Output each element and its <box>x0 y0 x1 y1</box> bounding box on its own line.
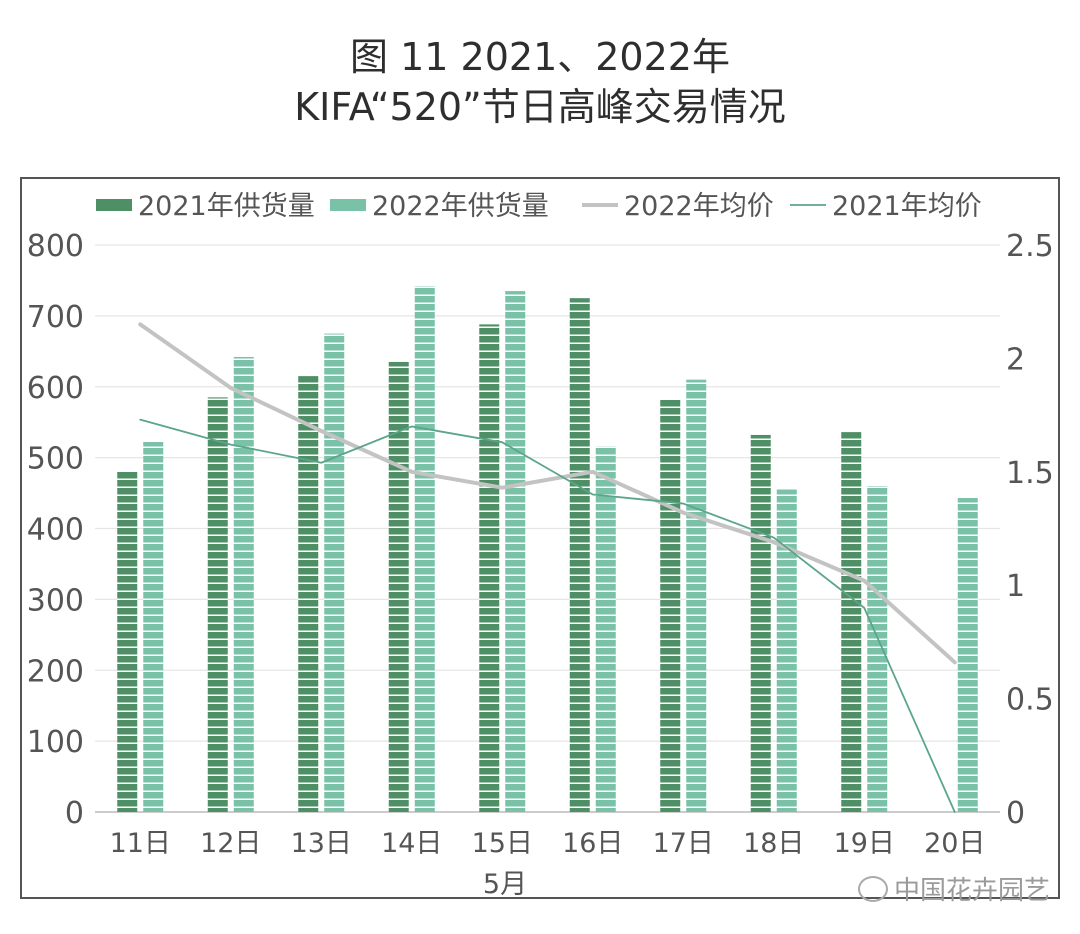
bar-2022 <box>957 498 978 812</box>
x-tick-label: 18日 <box>743 828 804 859</box>
bar-2022 <box>143 442 164 812</box>
series-line-2022 <box>138 322 957 665</box>
legend-swatch <box>96 199 132 211</box>
bar-2021 <box>298 376 319 812</box>
y-tick-left: 600 <box>27 371 84 406</box>
bar-2021 <box>660 399 681 812</box>
y-tick-right: 2 <box>1006 342 1025 377</box>
bar-2021 <box>388 361 409 812</box>
bar-2022 <box>324 333 345 812</box>
bar-2022 <box>686 379 707 812</box>
y-tick-left: 0 <box>65 796 84 831</box>
chart-title-line2: KIFA“520”节日高峰交易情况 <box>294 85 786 129</box>
x-tick-label: 17日 <box>653 828 714 859</box>
bar-2021 <box>569 298 590 812</box>
series-line-2021 <box>139 418 956 813</box>
legend-label: 2022年供货量 <box>372 191 549 222</box>
legend-label: 2022年均价 <box>624 191 774 222</box>
x-tick-label: 16日 <box>562 828 623 859</box>
y-tick-left: 500 <box>27 442 84 477</box>
y-tick-left: 400 <box>27 513 84 548</box>
y-tick-right: 0.5 <box>1006 683 1054 718</box>
x-tick-label: 12日 <box>200 828 261 859</box>
bar-2022 <box>595 446 616 812</box>
x-tick-label: 14日 <box>381 828 442 859</box>
bar-2021 <box>117 471 138 812</box>
bar-2021 <box>841 432 862 812</box>
y-tick-left: 700 <box>27 300 84 335</box>
chart-frame <box>20 177 1060 899</box>
bar-2022 <box>414 286 435 812</box>
y-tick-right: 2.5 <box>1006 229 1054 264</box>
x-tick-label: 19日 <box>834 828 895 859</box>
y-tick-right: 0 <box>1006 796 1025 831</box>
bar-2022 <box>776 489 797 812</box>
y-tick-right: 1.5 <box>1006 456 1054 491</box>
chart-title-line1: 图 11 2021、2022年 <box>350 35 730 79</box>
y-tick-left: 100 <box>27 725 84 760</box>
y-tick-left: 300 <box>27 583 84 618</box>
bar-2022 <box>233 356 254 812</box>
x-tick-label: 20日 <box>924 828 985 859</box>
bar-2022 <box>867 485 888 812</box>
x-tick-label: 11日 <box>110 828 171 859</box>
bar-2021 <box>479 324 500 812</box>
x-tick-label: 13日 <box>291 828 352 859</box>
bar-2021 <box>750 434 771 812</box>
legend-label: 2021年均价 <box>832 191 982 222</box>
legend-label: 2021年供货量 <box>138 191 315 222</box>
wechat-icon <box>857 876 888 902</box>
y-tick-left: 800 <box>27 229 84 264</box>
legend-swatch <box>330 199 366 211</box>
bar-2022 <box>505 291 526 813</box>
x-tick-label: 15日 <box>472 828 533 859</box>
y-tick-left: 200 <box>27 654 84 689</box>
watermark: 中国花卉园艺 <box>857 870 1050 907</box>
bar-2021 <box>207 397 228 812</box>
watermark-text: 中国花卉园艺 <box>893 876 1050 906</box>
x-axis-label: 5月 <box>483 869 527 900</box>
y-tick-right: 1 <box>1006 569 1025 604</box>
